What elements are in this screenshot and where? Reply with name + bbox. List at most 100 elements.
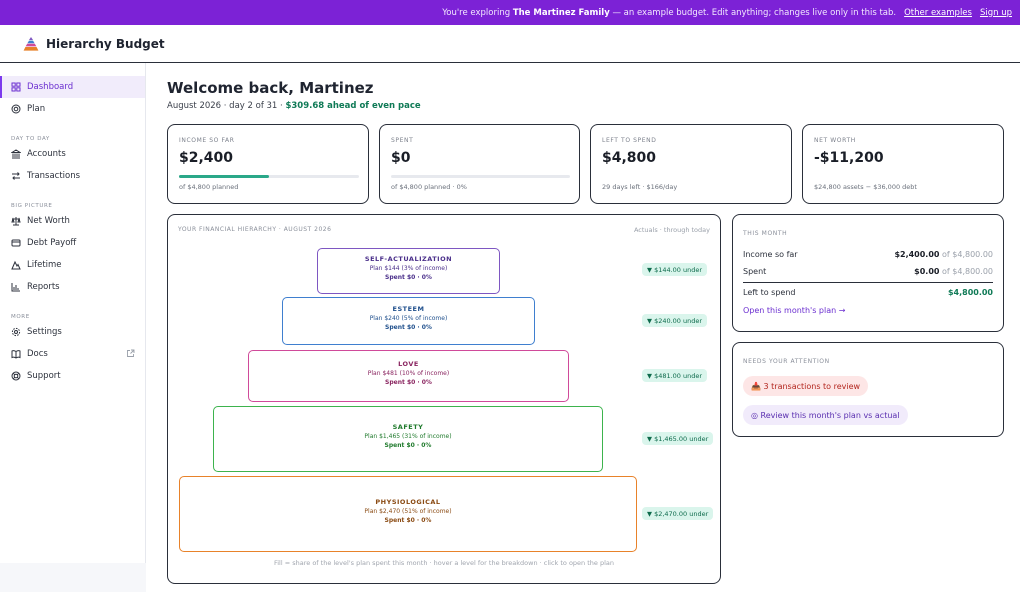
left-to-spend-row: Left to spend $4,800.00 xyxy=(743,282,993,301)
sidebar-item-dashboard[interactable]: Dashboard xyxy=(0,76,145,98)
stat-value: $4,800 xyxy=(602,150,657,166)
panel-subtitle: Actuals · through today xyxy=(633,226,710,234)
sidebar-item-transactions[interactable]: Transactions xyxy=(0,165,145,187)
sign-up-link[interactable]: Sign up xyxy=(979,7,1012,18)
level-name: LOVE xyxy=(398,360,419,368)
stat-card-left-to-spend[interactable]: LEFT TO SPEND $4,800 29 days left · $166… xyxy=(590,124,792,204)
row-value: $0.00 xyxy=(914,266,940,276)
target-icon xyxy=(11,104,21,114)
level-plan: Plan $481 (10% of income) xyxy=(367,370,450,377)
card-title: NEEDS YOUR ATTENTION xyxy=(743,358,830,365)
sidebar-item-debt-payoff[interactable]: Debt Payoff xyxy=(0,232,145,254)
other-examples-link[interactable]: Other examples xyxy=(904,7,972,18)
scale-icon xyxy=(11,216,21,226)
level-love[interactable]: LOVE Plan $481 (10% of income) Spent $0 … xyxy=(248,350,569,402)
level-under-badge: ▼ $481.00 under xyxy=(642,369,708,382)
level-spent: Spent $0 · 0% xyxy=(384,517,432,524)
sidebar-item-reports[interactable]: Reports xyxy=(0,276,145,298)
row-label: Spent xyxy=(743,266,767,276)
sidebar-item-accounts[interactable]: Accounts xyxy=(0,143,145,165)
row-label: Income so far xyxy=(743,249,798,259)
level-under-badge: ▼ $240.00 under xyxy=(642,314,708,327)
sidebar-item-label: Debt Payoff xyxy=(27,238,77,248)
stat-label: LEFT TO SPEND xyxy=(602,137,657,144)
spent-row: Spent $0.00 of $4,800.00 xyxy=(743,264,993,278)
level-name: ESTEEM xyxy=(392,305,425,313)
sidebar-section-title: DAY TO DAY xyxy=(11,136,50,142)
stat-card-net-worth[interactable]: NET WORTH -$11,200 $24,800 assets − $36,… xyxy=(802,124,1004,204)
row-value: $2,400.00 xyxy=(894,249,940,259)
stat-note: of $4,800 planned · 0% xyxy=(391,183,467,191)
sidebar-item-label: Support xyxy=(27,371,61,381)
open-plan-link[interactable]: Open this month's plan → xyxy=(743,306,846,315)
sidebar-item-label: Lifetime xyxy=(27,260,62,270)
this-month-card: THIS MONTH Income so far $2,400.00 of $4… xyxy=(732,214,1004,332)
lifebuoy-icon xyxy=(11,371,21,381)
sidebar-item-label: Reports xyxy=(27,282,60,292)
spent-progress-bar xyxy=(391,175,570,178)
banner-prefix: You're exploring xyxy=(442,7,511,18)
book-icon xyxy=(11,349,21,359)
progress-fill xyxy=(179,175,269,178)
sidebar-item-net-worth[interactable]: Net Worth xyxy=(0,210,145,232)
date-progress: August 2026 · day 2 of 31 · xyxy=(167,101,286,111)
grid-icon xyxy=(11,82,21,92)
sidebar-item-plan[interactable]: Plan xyxy=(0,98,145,120)
page-subtitle: August 2026 · day 2 of 31 · $309.68 ahea… xyxy=(167,101,421,111)
panel-footnote: Fill = share of the level's plan spent t… xyxy=(273,559,615,567)
level-under-badge: ▼ $144.00 under xyxy=(642,263,708,276)
review-plan-button[interactable]: ◎ Review this month's plan vs actual xyxy=(743,405,908,425)
sidebar-item-support[interactable]: Support xyxy=(0,365,145,387)
stat-label: INCOME SO FAR xyxy=(179,137,235,144)
level-name: PHYSIOLOGICAL xyxy=(375,498,441,506)
sidebar-item-label: Plan xyxy=(27,104,46,114)
sidebar-item-label: Accounts xyxy=(27,149,66,159)
sidebar-item-docs[interactable]: Docs xyxy=(0,343,145,365)
level-plan: Plan $2,470 (51% of income) xyxy=(364,508,452,515)
sidebar-section-title: MORE xyxy=(11,314,30,320)
stat-note: of $4,800 planned xyxy=(179,183,239,191)
level-self-actualization[interactable]: SELF-ACTUALIZATION Plan $144 (3% of inco… xyxy=(317,248,500,294)
card-icon xyxy=(11,238,21,248)
stat-label: SPENT xyxy=(391,137,414,144)
financial-hierarchy-panel: YOUR FINANCIAL HIERARCHY · AUGUST 2026 A… xyxy=(167,214,721,584)
level-plan: Plan $144 (3% of income) xyxy=(369,265,448,272)
sidebar-item-label: Dashboard xyxy=(27,82,74,92)
row-of-value: of $4,800.00 xyxy=(939,266,993,276)
brand-name[interactable]: Hierarchy Budget xyxy=(46,36,165,51)
sidebar-item-settings[interactable]: Settings xyxy=(0,321,145,343)
sidebar-item-lifetime[interactable]: Lifetime xyxy=(0,254,145,276)
banner-family-name: The Martinez Family xyxy=(512,7,610,18)
sidebar: Dashboard Plan DAY TO DAY Accounts Trans… xyxy=(0,63,146,563)
level-esteem[interactable]: ESTEEM Plan $240 (5% of income) Spent $0… xyxy=(282,297,535,345)
pyramid-logo-icon[interactable] xyxy=(22,36,40,51)
sidebar-item-label: Settings xyxy=(27,327,62,337)
stat-card-income[interactable]: INCOME SO FAR $2,400 of $4,800 planned xyxy=(167,124,369,204)
level-spent: Spent $0 · 0% xyxy=(385,379,432,386)
swap-icon xyxy=(11,171,21,181)
income-progress-bar xyxy=(179,175,359,178)
row-value: $4,800.00 xyxy=(947,287,993,297)
pace-status: $309.68 ahead of even pace xyxy=(285,101,421,111)
sidebar-item-label: Docs xyxy=(27,349,48,359)
level-spent: Spent $0 · 0% xyxy=(384,442,432,449)
attention-card: NEEDS YOUR ATTENTION 📥 3 transactions to… xyxy=(732,342,1004,437)
stat-card-spent[interactable]: SPENT $0 of $4,800 planned · 0% xyxy=(379,124,580,204)
app-header: Hierarchy Budget xyxy=(0,25,1020,63)
panel-title: YOUR FINANCIAL HIERARCHY · AUGUST 2026 xyxy=(178,226,332,233)
stat-note: 29 days left · $166/day xyxy=(602,183,678,191)
level-safety[interactable]: SAFETY Plan $1,465 (31% of income) Spent… xyxy=(213,406,603,472)
row-of-value: of $4,800.00 xyxy=(939,249,993,259)
level-under-badge: ▼ $2,470.00 under xyxy=(642,507,714,520)
bank-icon xyxy=(11,149,21,159)
level-physiological[interactable]: PHYSIOLOGICAL Plan $2,470 (51% of income… xyxy=(179,476,637,552)
level-spent: Spent $0 · 0% xyxy=(385,274,432,281)
review-transactions-button[interactable]: 📥 3 transactions to review xyxy=(743,376,869,396)
row-label: Left to spend xyxy=(743,287,796,297)
level-under-badge: ▼ $1,465.00 under xyxy=(642,432,714,445)
page-title: Welcome back, Martinez xyxy=(167,79,374,97)
mountain-icon xyxy=(11,260,21,270)
stat-note: $24,800 assets − $36,000 debt xyxy=(814,183,917,191)
demo-banner: You're exploring The Martinez Family — a… xyxy=(0,0,1020,25)
sidebar-item-label: Transactions xyxy=(27,171,81,181)
